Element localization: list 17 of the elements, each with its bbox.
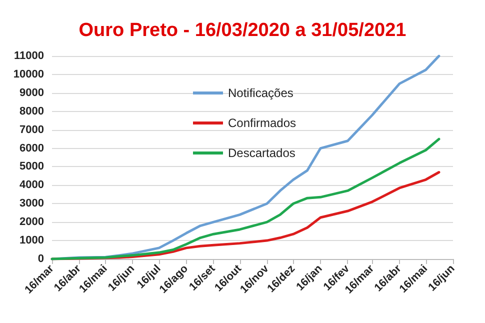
y-tick-label: 4000 (20, 179, 44, 192)
chart-title: Ouro Preto - 16/03/2020 a 31/05/2021 (78, 20, 407, 41)
y-tick-label: 5000 (20, 160, 44, 173)
legend-label: Confirmados (228, 116, 296, 130)
y-tick-label: 1000 (20, 234, 44, 247)
y-tick-label: 8000 (20, 105, 44, 118)
y-tick-label: 7000 (20, 124, 44, 136)
y-tick-label: 0 (38, 253, 44, 265)
y-tick-label: 3000 (20, 198, 44, 210)
legend-label: Notificações (228, 86, 294, 100)
y-tick-label: 6000 (20, 142, 44, 154)
line-series (50, 138, 440, 260)
y-tick-label: 2000 (20, 216, 44, 228)
y-tick-label: 9000 (20, 86, 44, 99)
legend-label: Descartados (228, 146, 296, 160)
y-tick-label: 11000 (14, 50, 44, 62)
y-tick-label: 10000 (13, 68, 44, 80)
